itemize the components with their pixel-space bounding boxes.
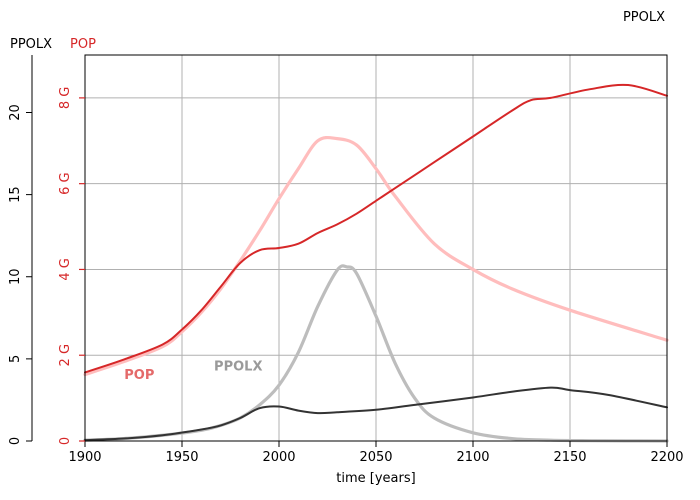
x-tick-label: 2000: [262, 450, 295, 465]
y-tick-label-ppolx: 0: [8, 437, 23, 445]
y-tick-label-pop: 2 G: [58, 344, 73, 366]
annotations: POP PPOLX: [124, 359, 262, 382]
x-tick-label: 1900: [68, 450, 101, 465]
x-tick-label: 2150: [553, 450, 586, 465]
x-tick-label: 2050: [359, 450, 392, 465]
series-ppolx-line: [84, 386, 668, 442]
y-tick-label-ppolx: 5: [8, 355, 23, 363]
left-axis-title-pop: POP: [70, 37, 96, 52]
x-tick-label: 1950: [165, 450, 198, 465]
y-tick-label-pop: 6 G: [58, 172, 73, 194]
y-tick-label-pop: 0: [58, 437, 73, 445]
annotation-ppolx: PPOLX: [214, 359, 262, 374]
x-tick-label: 2100: [456, 450, 489, 465]
y-tick-label-ppolx: 15: [8, 186, 23, 203]
x-tick-label: 2200: [650, 450, 683, 465]
y-tick-label-ppolx: 10: [8, 268, 23, 285]
y-tick-label-ppolx: 20: [8, 104, 23, 121]
annotation-pop: POP: [124, 368, 154, 383]
x-axis-label: time [years]: [336, 471, 415, 486]
series-lines: [83, 83, 669, 443]
grid: [84, 55, 668, 442]
series-pop-reference-line: [83, 135, 669, 377]
axes: 1900 1950 2000 2050 2100 2150 2200 0 5 10 15 20 0 2 G…: [8, 55, 684, 465]
series-pop-line: [84, 83, 668, 374]
top-right-label: PPOLX: [623, 10, 665, 25]
left-axis-title-ppolx: PPOLX: [10, 37, 52, 52]
y-tick-label-pop: 8 G: [58, 87, 73, 109]
y-tick-label-pop: 4 G: [58, 258, 73, 280]
